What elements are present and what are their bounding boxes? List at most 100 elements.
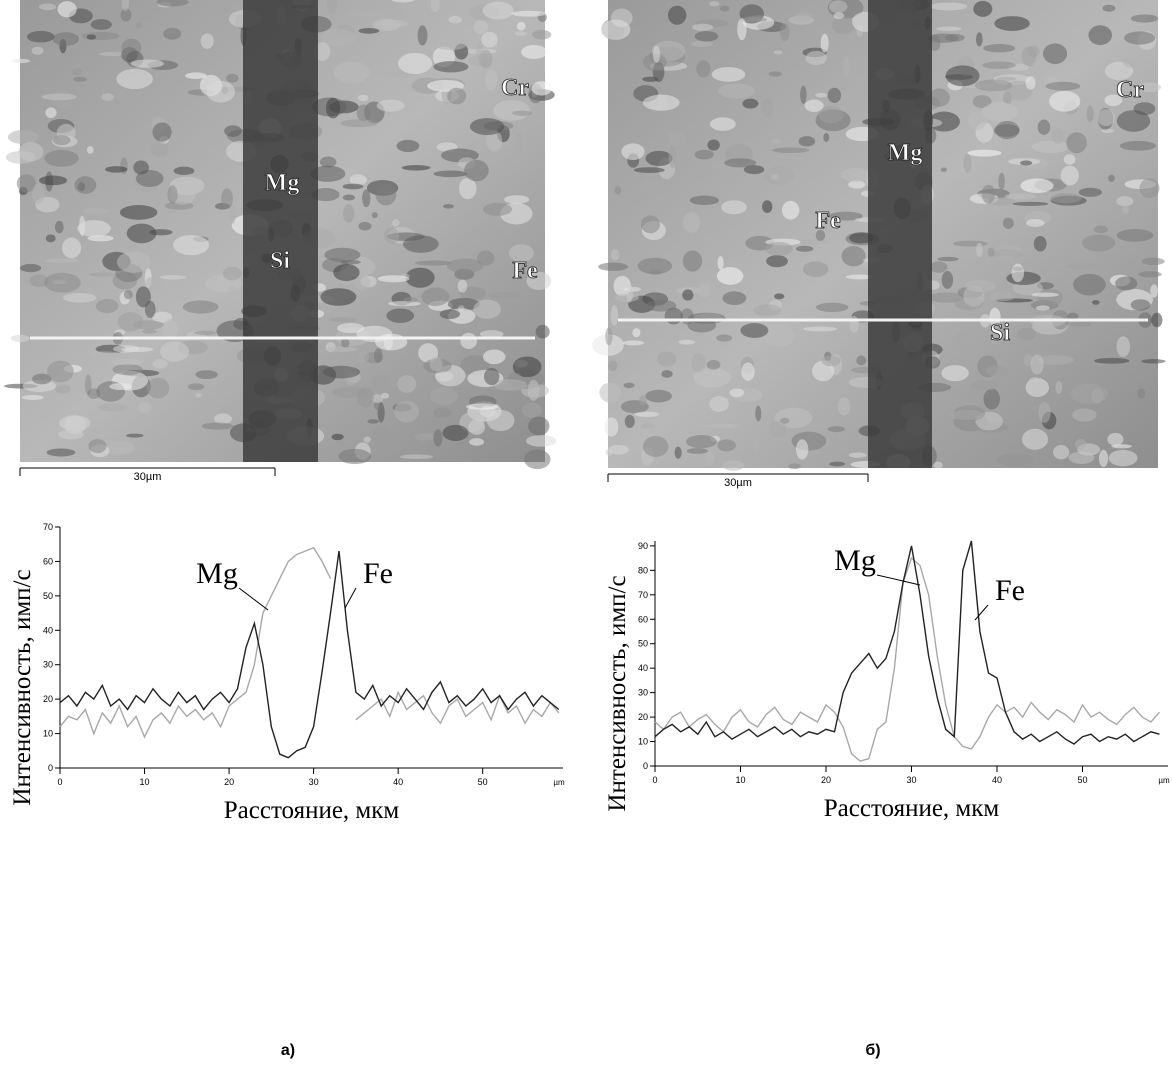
texture <box>376 19 408 28</box>
texture <box>319 156 337 168</box>
texture <box>1107 432 1124 446</box>
texture <box>1108 174 1115 182</box>
element-label: Mg <box>888 140 923 166</box>
texture <box>1086 105 1094 123</box>
texture <box>420 159 447 167</box>
texture <box>981 184 996 204</box>
texture <box>694 31 719 42</box>
x-unit: µm <box>553 778 565 787</box>
texture <box>941 365 969 382</box>
texture <box>397 375 417 393</box>
texture <box>391 0 415 3</box>
phase-band <box>243 0 318 462</box>
texture <box>1051 128 1065 144</box>
texture <box>1101 128 1114 134</box>
texture <box>698 283 711 298</box>
texture <box>508 244 534 263</box>
texture <box>357 387 375 408</box>
texture <box>682 250 703 272</box>
texture <box>1130 299 1151 311</box>
texture <box>535 324 550 339</box>
texture <box>691 40 713 47</box>
texture <box>504 195 530 204</box>
texture <box>442 424 469 442</box>
texture <box>645 389 672 403</box>
texture <box>768 71 782 77</box>
texture <box>742 98 759 109</box>
texture <box>667 5 687 25</box>
texture <box>768 420 787 438</box>
texture <box>524 449 551 470</box>
texture <box>718 83 755 99</box>
texture <box>1012 201 1049 206</box>
texture <box>356 104 371 122</box>
texture <box>764 165 795 186</box>
y-tick-label: 90 <box>638 541 648 551</box>
texture <box>113 345 140 353</box>
texture <box>996 255 1016 261</box>
texture <box>940 167 947 172</box>
texture <box>512 110 533 116</box>
texture <box>135 286 151 308</box>
texture <box>433 429 443 447</box>
texture <box>1138 271 1162 278</box>
texture <box>447 298 480 311</box>
scale-bar-label: 30µm <box>724 477 752 489</box>
x-tick-label: 40 <box>992 775 1002 785</box>
texture <box>1075 438 1087 450</box>
texture <box>512 356 542 378</box>
y-tick-label: 30 <box>43 660 53 670</box>
x-tick-label: 20 <box>224 777 234 787</box>
texture <box>696 60 711 78</box>
texture <box>1108 449 1138 467</box>
texture <box>1055 380 1063 394</box>
texture <box>928 292 965 303</box>
texture <box>1073 273 1106 296</box>
texture <box>45 234 56 243</box>
texture <box>493 99 531 121</box>
texture <box>111 358 144 366</box>
texture <box>1025 76 1036 90</box>
texture <box>74 176 97 194</box>
texture <box>105 166 128 173</box>
texture <box>706 359 721 370</box>
texture <box>779 23 790 42</box>
x-tick-label: 0 <box>652 775 657 785</box>
texture <box>678 339 695 345</box>
texture <box>1124 31 1156 45</box>
texture <box>800 85 807 105</box>
texture <box>333 263 360 282</box>
texture <box>803 326 838 332</box>
texture <box>226 73 239 83</box>
texture <box>46 448 76 457</box>
texture <box>126 223 157 244</box>
texture <box>159 275 187 280</box>
texture <box>849 232 874 244</box>
texture <box>963 153 972 173</box>
texture <box>311 188 340 202</box>
texture <box>473 20 489 35</box>
texture <box>613 275 631 297</box>
texture <box>58 429 84 440</box>
texture <box>845 274 874 280</box>
texture <box>130 59 164 68</box>
texture <box>52 135 71 145</box>
texture <box>739 17 768 23</box>
texture <box>722 460 745 471</box>
texture <box>492 379 527 391</box>
texture <box>642 94 680 111</box>
texture <box>967 149 1002 157</box>
texture <box>823 132 830 142</box>
texture <box>376 99 405 112</box>
texture <box>52 32 80 46</box>
texture <box>433 170 468 178</box>
texture <box>716 267 744 285</box>
caption: а) <box>281 1042 295 1059</box>
texture <box>142 328 157 334</box>
texture <box>448 15 462 24</box>
texture <box>687 312 726 324</box>
texture <box>657 351 677 367</box>
texture <box>333 61 370 84</box>
caption: б) <box>865 1042 880 1059</box>
